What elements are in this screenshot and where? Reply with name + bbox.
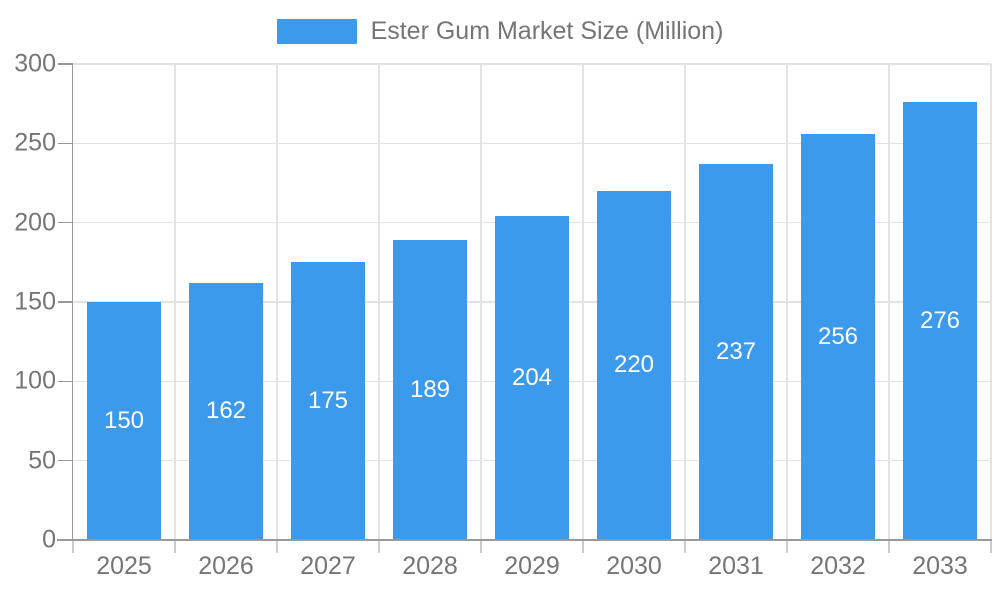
bar-value-label: 276 bbox=[919, 307, 961, 335]
x-tick-label: 2026 bbox=[198, 552, 254, 580]
x-tick-label: 2033 bbox=[912, 552, 968, 580]
bar: 220 bbox=[597, 190, 671, 540]
legend-label[interactable]: Ester Gum Market Size (Million) bbox=[370, 16, 724, 45]
gridline-vertical bbox=[582, 64, 584, 540]
y-axis-tick bbox=[58, 301, 73, 303]
gridline-vertical bbox=[786, 64, 788, 540]
gridline-horizontal bbox=[73, 63, 991, 65]
y-tick-label: 50 bbox=[28, 446, 56, 475]
bar-value-label: 256 bbox=[817, 322, 859, 350]
x-tick-label: 2028 bbox=[402, 552, 458, 580]
y-axis-line bbox=[71, 64, 73, 540]
bar-value-label: 220 bbox=[613, 351, 655, 379]
x-tick-label: 2032 bbox=[810, 552, 866, 580]
x-axis-tick bbox=[72, 540, 74, 553]
y-axis-tick bbox=[58, 459, 73, 462]
bar-value-label: 175 bbox=[307, 387, 349, 415]
y-tick-label: 300 bbox=[14, 49, 56, 78]
y-axis-tick bbox=[58, 142, 73, 145]
x-tick-label: 2025 bbox=[96, 552, 152, 580]
bar: 150 bbox=[87, 302, 161, 540]
x-tick-label: 2031 bbox=[708, 552, 764, 580]
legend[interactable]: Ester Gum Market Size (Million) bbox=[0, 16, 1000, 46]
x-axis-tick bbox=[378, 540, 380, 553]
gridline-vertical bbox=[888, 64, 890, 540]
bar: 237 bbox=[699, 163, 773, 540]
x-axis-tick bbox=[480, 540, 482, 553]
bar: 175 bbox=[291, 262, 365, 540]
x-tick-label: 2027 bbox=[300, 552, 356, 580]
bar-value-label: 189 bbox=[409, 376, 451, 404]
bar: 189 bbox=[393, 240, 467, 540]
bar-value-label: 237 bbox=[715, 337, 757, 365]
bar: 204 bbox=[495, 216, 569, 540]
y-tick-label: 100 bbox=[14, 366, 56, 395]
gridline-vertical bbox=[480, 64, 482, 540]
x-axis-tick bbox=[990, 540, 992, 553]
bar-value-label: 162 bbox=[205, 397, 247, 425]
gridline-vertical bbox=[378, 64, 380, 540]
gridline-vertical bbox=[990, 64, 992, 540]
legend-swatch[interactable] bbox=[276, 18, 357, 44]
bar: 256 bbox=[801, 133, 875, 540]
plot-area: 150 162 175 189 204 220 237 256 276 bbox=[73, 63, 992, 540]
y-tick-label: 250 bbox=[14, 128, 56, 157]
bar-value-label: 204 bbox=[511, 364, 553, 392]
x-axis-tick bbox=[888, 540, 890, 553]
x-axis-labels: 2025 2026 2027 2028 2029 2030 2031 2032 2033 bbox=[73, 552, 991, 586]
x-axis-line bbox=[57, 539, 992, 541]
bar: 276 bbox=[903, 102, 977, 540]
x-axis-tick bbox=[684, 540, 686, 553]
y-axis-labels: 0 50 100 150 200 250 300 bbox=[0, 51, 56, 552]
x-axis-tick bbox=[582, 540, 584, 553]
gridline-vertical bbox=[684, 64, 686, 540]
y-tick-label: 0 bbox=[42, 525, 56, 554]
bar: 162 bbox=[189, 282, 263, 540]
x-tick-label: 2029 bbox=[504, 552, 560, 580]
y-axis-tick bbox=[58, 380, 73, 383]
gridline-vertical bbox=[174, 64, 176, 540]
bar-value-label: 150 bbox=[103, 407, 145, 434]
y-tick-label: 200 bbox=[14, 208, 56, 237]
gridline-horizontal bbox=[73, 142, 991, 145]
y-tick-label: 150 bbox=[14, 287, 56, 316]
gridline-vertical bbox=[276, 64, 278, 540]
x-axis-tick bbox=[276, 540, 278, 553]
x-tick-label: 2030 bbox=[606, 552, 662, 580]
x-axis-tick bbox=[786, 540, 788, 553]
x-axis-tick bbox=[174, 540, 176, 553]
y-axis-tick bbox=[58, 63, 73, 65]
y-axis-tick bbox=[58, 221, 73, 224]
